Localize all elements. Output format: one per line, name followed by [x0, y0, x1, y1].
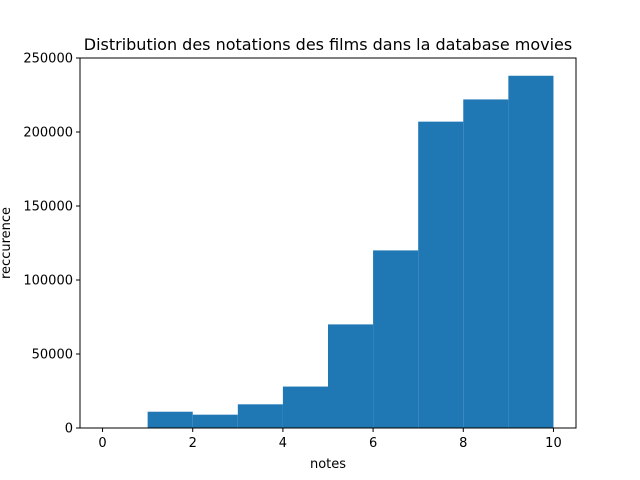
x-tick-label: 6 — [369, 436, 377, 451]
x-tick-label: 0 — [98, 436, 106, 451]
histogram-bar — [147, 411, 193, 428]
y-tick-label: 50000 — [32, 348, 73, 363]
y-tick-label: 250000 — [23, 52, 73, 67]
y-tick-label: 100000 — [23, 274, 73, 289]
x-tick-label: 2 — [189, 436, 197, 451]
histogram-bar — [192, 414, 238, 428]
y-tick-label: 200000 — [23, 126, 73, 141]
plot-frame — [79, 57, 577, 429]
y-tick-label: 150000 — [23, 200, 73, 215]
histogram-bar — [463, 99, 509, 428]
histogram-bar — [508, 75, 554, 428]
histogram-bar — [282, 386, 328, 428]
chart-title: Distribution des notations des films dan… — [84, 35, 572, 54]
histogram-bar — [418, 121, 464, 428]
y-axis-ticks: 0 50000 100000 150000 200000 250000 — [23, 52, 80, 437]
x-axis-label: notes — [310, 457, 346, 472]
bars-group — [147, 75, 554, 428]
histogram-bar — [373, 250, 419, 428]
histogram-bar — [328, 324, 374, 428]
x-axis-ticks: 0 2 4 6 8 10 — [98, 428, 562, 451]
y-tick-label: 0 — [65, 422, 73, 437]
x-tick-label: 8 — [459, 436, 467, 451]
histogram-bar — [237, 404, 283, 428]
x-tick-label: 10 — [545, 436, 562, 451]
y-axis-label: reccurence — [0, 207, 14, 279]
x-tick-label: 4 — [279, 436, 287, 451]
